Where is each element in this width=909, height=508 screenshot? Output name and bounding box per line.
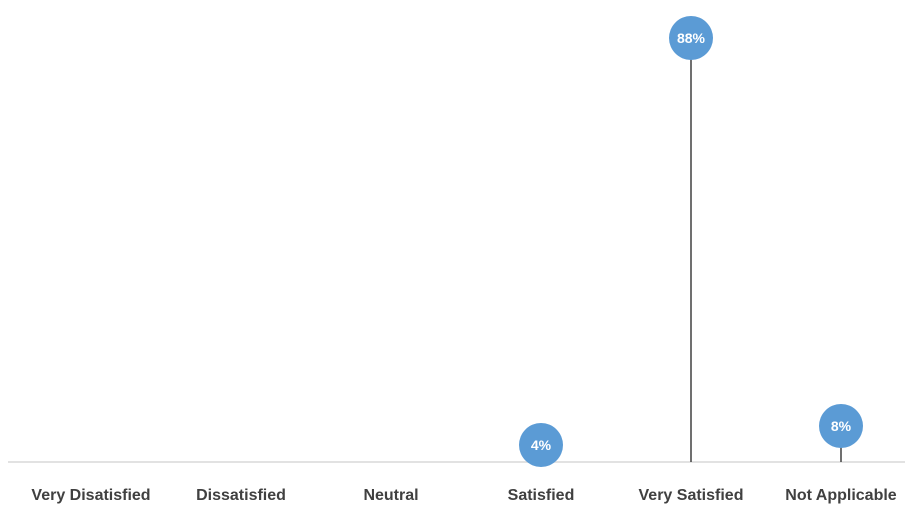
- lollipop-marker: [519, 423, 563, 467]
- data-label: 4%: [531, 437, 552, 453]
- data-label: 88%: [677, 30, 706, 46]
- category-label: Satisfied: [508, 487, 575, 504]
- category-label: Neutral: [363, 487, 418, 504]
- category-labels: Very Disatisfied Dissatisfied Neutral Satis…: [31, 487, 896, 504]
- chart-marks: 4% 88% 8%: [519, 16, 863, 467]
- data-label: 8%: [831, 418, 852, 434]
- category-label: Dissatisfied: [196, 487, 286, 504]
- category-label: Not Applicable: [785, 487, 897, 504]
- lollipop-marker: [819, 404, 863, 448]
- category-label: Very Disatisfied: [31, 487, 150, 504]
- category-label: Very Satisfied: [639, 487, 744, 504]
- lollipop-marker: [669, 16, 713, 60]
